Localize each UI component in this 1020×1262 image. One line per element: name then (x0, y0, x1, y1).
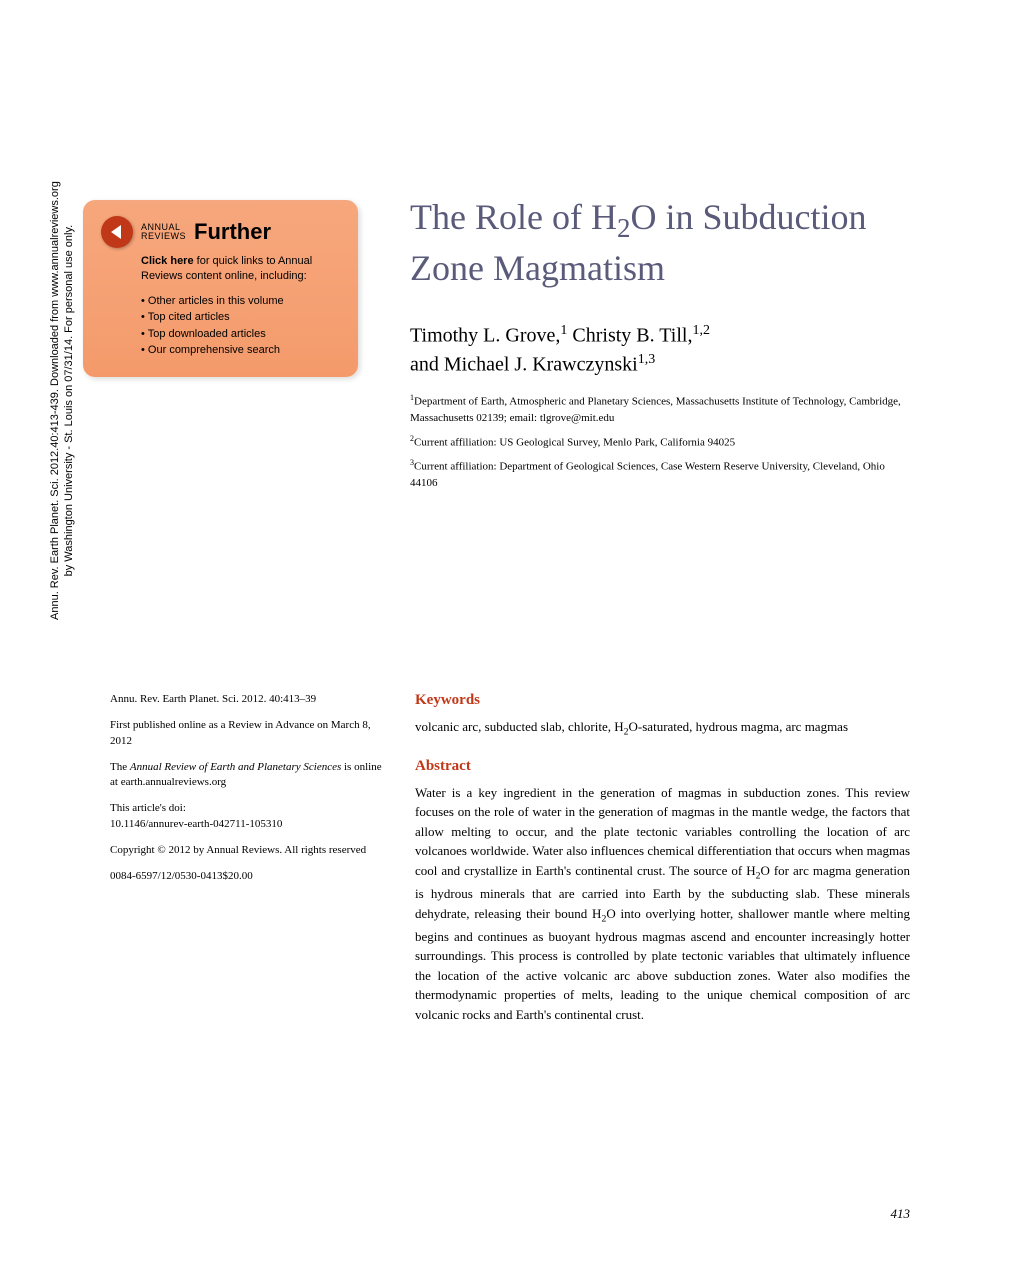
abs-p3: O into overlying hotter, shallower mantl… (415, 906, 910, 1022)
author-3: and Michael J. Krawczynski (410, 353, 638, 375)
play-icon[interactable] (101, 216, 133, 248)
further-word: Further (194, 219, 271, 245)
kw-p2: O-saturated, hydrous magma, arc magmas (629, 719, 848, 734)
author-1-sup: 1 (560, 323, 567, 338)
doi-block: This article's doi: 10.1146/annurev-eart… (110, 801, 385, 833)
article-title: The Role of H2O in Subduction Zone Magma… (410, 195, 910, 291)
kw-p1: volcanic arc, subducted slab, chlorite, … (415, 719, 624, 734)
citation: Annu. Rev. Earth Planet. Sci. 2012. 40:4… (110, 692, 385, 708)
aff-1-text: Department of Earth, Atmospheric and Pla… (410, 396, 901, 425)
abstract-heading: Abstract (415, 758, 910, 775)
further-list: Other articles in this volume Top cited … (141, 293, 340, 359)
further-item-3[interactable]: Our comprehensive search (141, 342, 340, 359)
right-content-column: Keywords volcanic arc, subducted slab, c… (415, 692, 910, 1025)
page-container: ANNUAL REVIEWS Further Click here for qu… (0, 0, 1020, 1084)
ar-label-bottom: REVIEWS (141, 232, 186, 241)
abstract-text: Water is a key ingredient in the generat… (415, 783, 910, 1024)
first-published: First published online as a Review in Ad… (110, 718, 385, 750)
affiliation-2: 2Current affiliation: US Geological Surv… (410, 433, 910, 451)
journal-online: The Annual Review of Earth and Planetary… (110, 760, 385, 792)
click-here-text[interactable]: Click here for quick links to Annual Rev… (141, 254, 340, 285)
further-item-2[interactable]: Top downloaded articles (141, 326, 340, 343)
click-here-bold: Click here (141, 255, 194, 267)
further-header: ANNUAL REVIEWS Further (101, 216, 340, 248)
doi-label: This article's doi: (110, 802, 186, 814)
authors: Timothy L. Grove,1 Christy B. Till,1,2 a… (410, 321, 910, 378)
affiliation-3: 3Current affiliation: Department of Geol… (410, 457, 910, 492)
ar-label-group: ANNUAL REVIEWS (141, 223, 186, 241)
title-part1: The Role of H (410, 197, 617, 237)
title-sub: 2 (617, 213, 631, 243)
further-promo-box[interactable]: ANNUAL REVIEWS Further Click here for qu… (83, 200, 358, 377)
title-area: The Role of H2O in Subduction Zone Magma… (410, 195, 910, 492)
play-triangle-icon (111, 225, 121, 239)
author-1: Timothy L. Grove, (410, 325, 560, 347)
keywords-text: volcanic arc, subducted slab, chlorite, … (415, 717, 910, 740)
aff-2-text: Current affiliation: US Geological Surve… (414, 437, 735, 449)
page-number: 413 (891, 1206, 911, 1222)
affiliation-1: 1Department of Earth, Atmospheric and Pl… (410, 392, 910, 427)
further-item-1[interactable]: Top cited articles (141, 309, 340, 326)
issn: 0084-6597/12/0530-0413$20.00 (110, 869, 385, 885)
further-item-0[interactable]: Other articles in this volume (141, 293, 340, 310)
keywords-heading: Keywords (415, 692, 910, 709)
author-3-sup: 1,3 (638, 352, 656, 367)
author-2-sup: 1,2 (692, 323, 710, 338)
left-metadata-column: Annu. Rev. Earth Planet. Sci. 2012. 40:4… (110, 692, 385, 1025)
copyright: Copyright © 2012 by Annual Reviews. All … (110, 843, 385, 859)
aff-3-text: Current affiliation: Department of Geolo… (410, 461, 885, 490)
doi-value: 10.1146/annurev-earth-042711-105310 (110, 818, 282, 830)
lower-section: Annu. Rev. Earth Planet. Sci. 2012. 40:4… (110, 692, 910, 1025)
author-2: Christy B. Till, (572, 325, 692, 347)
